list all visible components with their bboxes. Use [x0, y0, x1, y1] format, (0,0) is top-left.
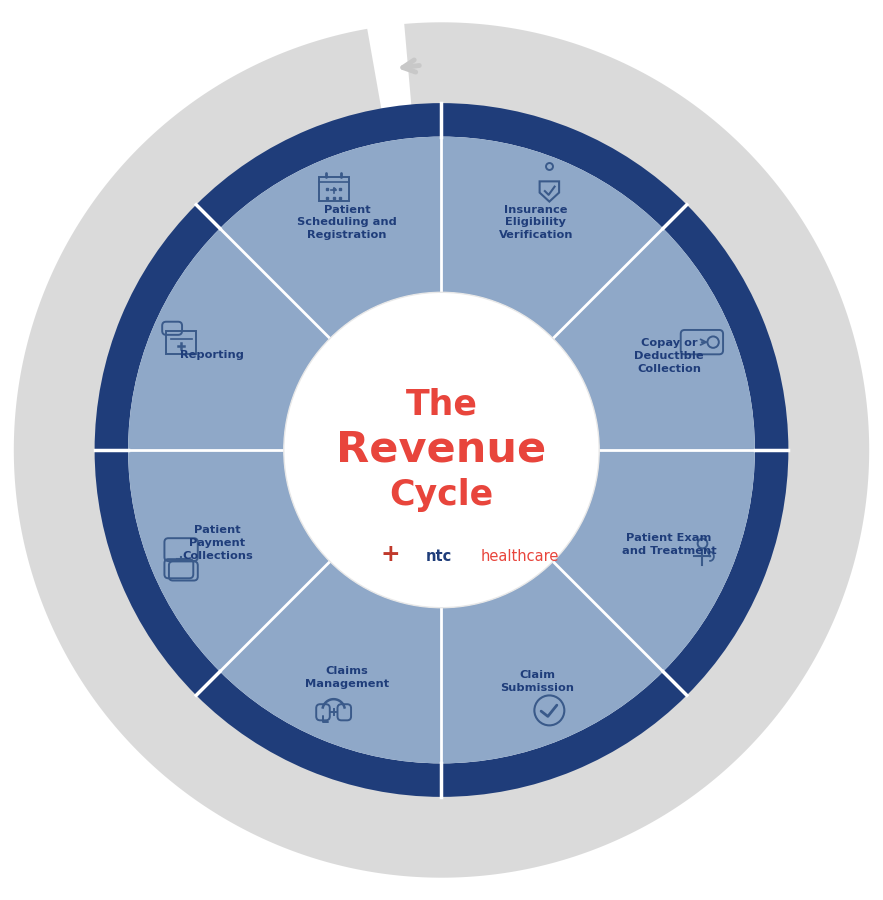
- Text: Patient
Scheduling and
Registration: Patient Scheduling and Registration: [298, 204, 397, 240]
- Wedge shape: [128, 137, 755, 763]
- Text: ntc: ntc: [426, 549, 452, 564]
- Text: healthcare: healthcare: [481, 549, 559, 564]
- Text: Claim
Submission: Claim Submission: [501, 670, 574, 693]
- Text: Insurance
Eligibility
Verification: Insurance Eligibility Verification: [499, 204, 573, 240]
- Wedge shape: [94, 104, 789, 796]
- Text: Reporting: Reporting: [180, 350, 244, 360]
- Circle shape: [283, 292, 600, 608]
- Polygon shape: [14, 22, 869, 878]
- Text: Claims
Management: Claims Management: [306, 666, 389, 689]
- Text: Patient Exam
and Treatment: Patient Exam and Treatment: [622, 533, 716, 555]
- Text: Patient
Payment
Collections: Patient Payment Collections: [182, 525, 253, 561]
- Text: Cycle: Cycle: [389, 478, 494, 512]
- Text: Revenue: Revenue: [336, 429, 547, 471]
- Text: The: The: [405, 388, 478, 422]
- Text: +: +: [381, 543, 400, 566]
- Text: Copay or
Deductible
Collection: Copay or Deductible Collection: [634, 338, 704, 374]
